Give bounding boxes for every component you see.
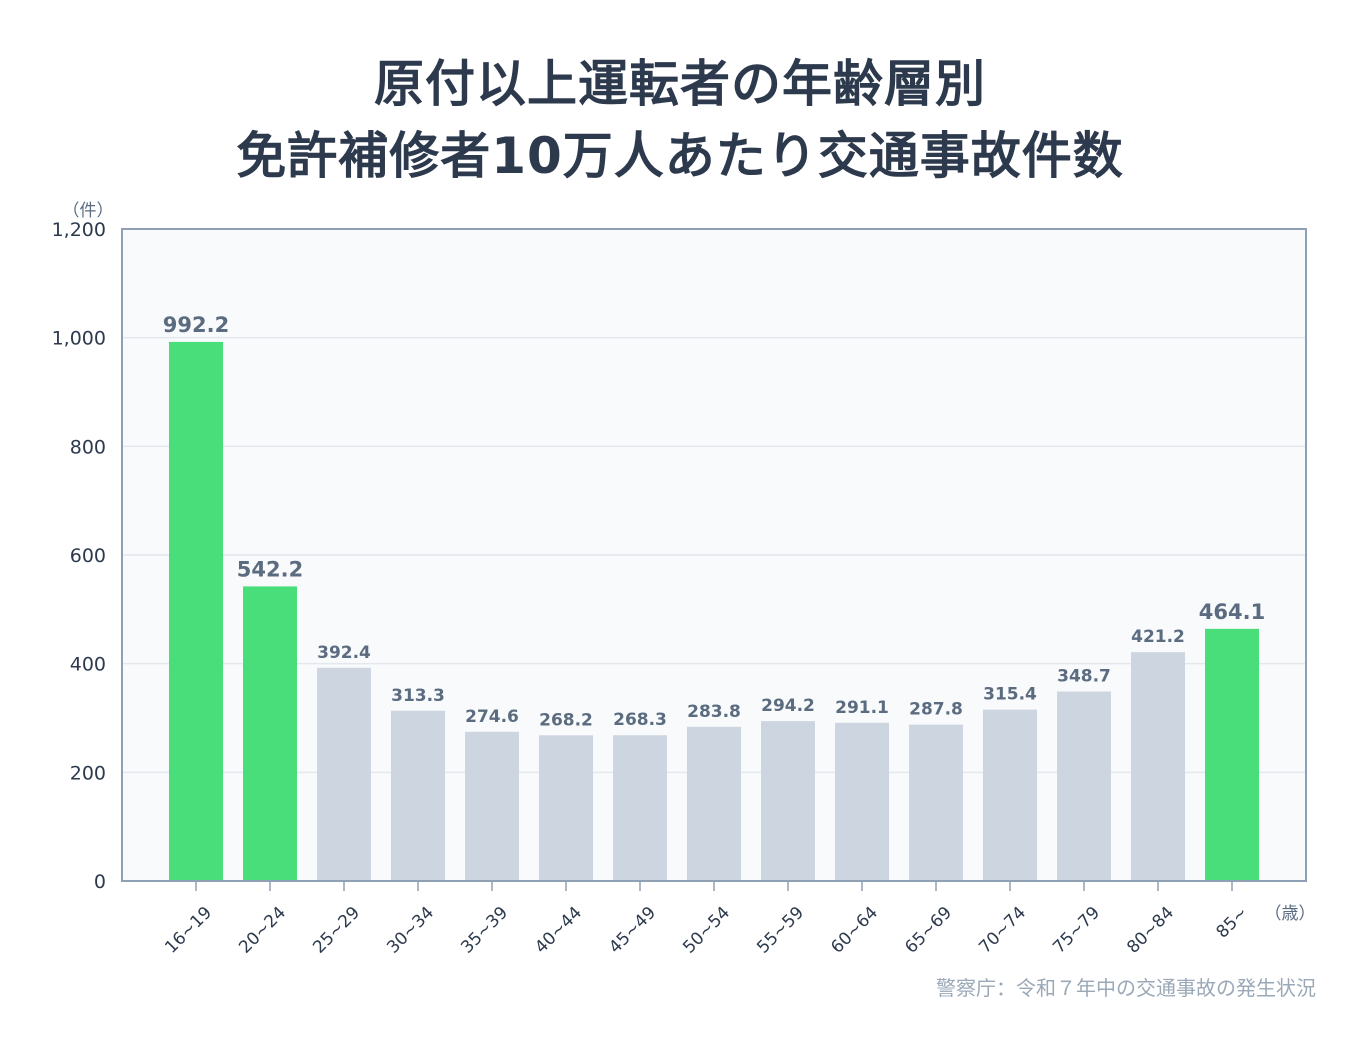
x-tick-label: 65~69 [901,903,956,958]
value-label: 464.1 [1199,600,1265,624]
chart-title: 原付以上運転者の年齢層別 免許補修者10万人あたり交通事故件数 [0,48,1360,192]
value-label: 315.4 [983,685,1037,705]
bar [1057,691,1111,881]
chart-title-line-2: 免許補修者10万人あたり交通事故件数 [236,127,1124,185]
source-note: 警察庁：令和７年中の交通事故の発生状況 [936,976,1316,1000]
value-label: 421.2 [1131,627,1185,647]
value-label: 287.8 [909,700,963,720]
x-tick-label: 50~54 [679,903,734,958]
value-label: 268.2 [539,710,593,730]
x-tick-label: 40~44 [531,903,586,958]
x-tick-label: 80~84 [1123,903,1178,958]
plot-frame [121,228,1307,882]
bar [909,724,963,881]
y-axis-label: （件） [63,201,114,221]
x-tick-label: 45~49 [605,903,660,958]
x-tick-label: 55~59 [753,903,808,958]
x-tick-label: 75~79 [1049,903,1104,958]
bar [1205,628,1259,881]
bar [983,709,1037,881]
bar [539,735,593,881]
x-tick-label: 16~19 [161,903,216,958]
y-tick-label: 1,000 [52,328,106,350]
value-label: 542.2 [237,557,303,581]
bar [835,722,889,881]
y-tick-label: 800 [70,436,106,458]
bar [317,667,371,881]
x-tick-label: 60~64 [827,903,882,958]
bar [391,710,445,881]
bar [613,735,667,881]
bar [687,726,741,881]
value-label: 291.1 [835,698,889,718]
y-tick-label: 600 [70,545,106,567]
y-tick-label: 200 [70,762,106,784]
x-tick-label: 30~34 [383,903,438,958]
x-tick-label: 25~29 [309,903,364,958]
chart-title-line-1: 原付以上運転者の年齢層別 [374,55,986,113]
x-tick-label: 85~ [1213,903,1253,943]
x-tick-label: 20~24 [235,903,290,958]
bar [243,586,297,881]
x-axis-label: （歳） [1265,904,1316,924]
y-tick-label: 1,200 [52,219,106,241]
x-tick-label: 70~74 [975,903,1030,958]
bar [169,341,223,881]
bar [761,721,815,881]
y-tick-label: 0 [94,871,106,893]
value-label: 392.4 [317,643,371,663]
y-tick-label: 400 [70,654,106,676]
value-label: 268.3 [613,710,667,730]
bar [1131,652,1185,881]
value-label: 348.7 [1057,667,1111,687]
value-label: 313.3 [391,686,445,706]
value-label: 992.2 [163,313,229,337]
value-label: 274.6 [465,707,519,727]
x-tick-label: 35~39 [457,903,512,958]
value-label: 283.8 [687,702,741,722]
bar [465,731,519,881]
value-label: 294.2 [761,696,815,716]
